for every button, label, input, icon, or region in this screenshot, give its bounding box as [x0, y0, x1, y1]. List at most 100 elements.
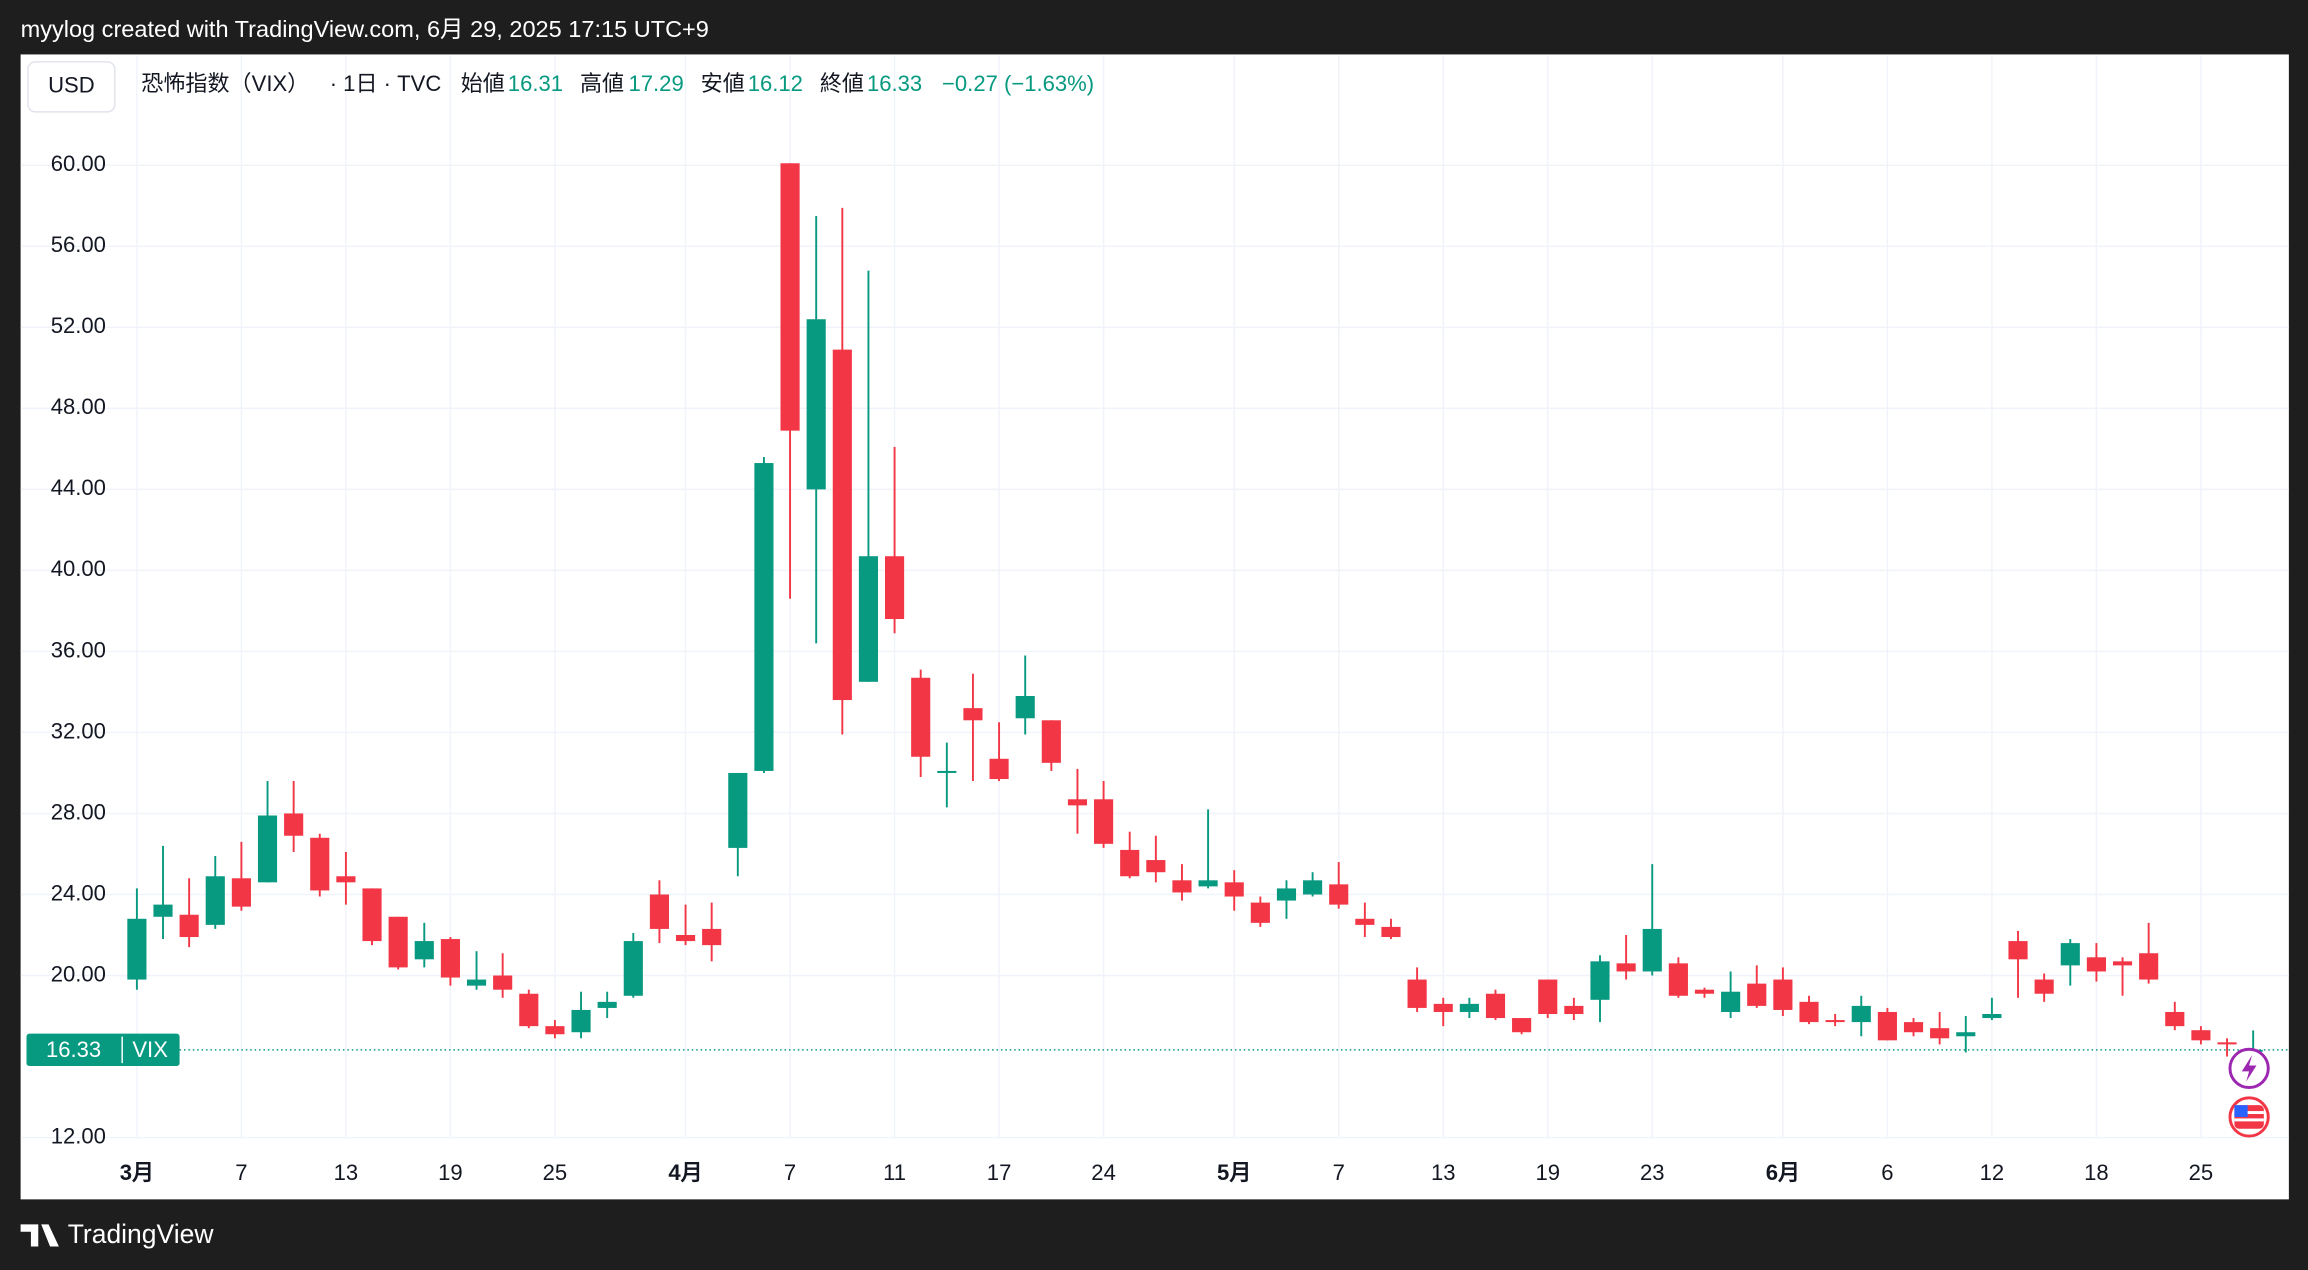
- candle-body: [545, 1026, 565, 1035]
- chart-panel: [20, 54, 2289, 1200]
- x-tick-label: 17: [987, 1160, 1012, 1185]
- candle-body: [1930, 1028, 1950, 1039]
- y-tick-label: 28.00: [51, 799, 106, 824]
- candle-body: [571, 1009, 591, 1033]
- candle-body: [1590, 961, 1610, 1000]
- candle-body: [1407, 979, 1427, 1008]
- candle-body: [2008, 941, 2028, 960]
- candle-body: [1721, 991, 1741, 1012]
- candles: [127, 163, 2263, 1057]
- candle-body: [858, 556, 879, 682]
- symbol: 恐怖指数（VIX）: [141, 71, 309, 96]
- y-tick-label: 48.00: [51, 394, 106, 419]
- candle-body: [1668, 963, 1688, 996]
- open-value: 16.31: [508, 71, 563, 96]
- x-tick-label: 5月: [1217, 1160, 1251, 1185]
- candle-body: [1956, 1032, 1976, 1037]
- candle-body: [597, 1001, 617, 1008]
- candle-body: [780, 163, 800, 431]
- x-tick-label: 3月: [120, 1160, 154, 1185]
- x-tick-label: 7: [235, 1160, 247, 1185]
- candle-body: [963, 708, 983, 721]
- x-tick-label: 19: [1535, 1160, 1560, 1185]
- candle-body: [911, 677, 931, 757]
- grid: [20, 55, 2289, 1139]
- low-value: 16.12: [748, 71, 803, 96]
- candle-body: [1877, 1011, 1897, 1041]
- candle-body: [1851, 1005, 1871, 1023]
- candle-body: [832, 349, 852, 701]
- close-label: 終値: [820, 71, 864, 96]
- candle-body: [649, 894, 669, 929]
- candle-body: [257, 815, 278, 883]
- candle-body: [1459, 1003, 1479, 1012]
- x-tick-label: 7: [1333, 1160, 1345, 1185]
- candle-body: [754, 463, 774, 771]
- candle-body: [1485, 993, 1506, 1019]
- y-tick-label: 60.00: [51, 151, 106, 176]
- candle-body: [2112, 961, 2133, 966]
- x-tick-label: 12: [1980, 1160, 2005, 1185]
- candle-body: [1172, 880, 1192, 893]
- brand: TradingView: [68, 1219, 215, 1249]
- candle-body: [1747, 983, 1767, 1006]
- change: −0.27 (−1.63%): [942, 71, 1094, 96]
- flag-stripe: [2234, 1111, 2264, 1115]
- candle-body: [310, 837, 330, 891]
- price-tag: 16.33 VIX: [26, 1033, 2289, 1067]
- y-tick-label: 40.00: [51, 556, 106, 581]
- candle-body: [728, 772, 748, 848]
- candle-body: [2034, 979, 2054, 994]
- candle-body: [440, 939, 460, 978]
- candle-body: [1303, 880, 1323, 895]
- y-tick-label: 24.00: [51, 880, 106, 905]
- candle-body: [1799, 1001, 1819, 1023]
- x-tick-label: 6: [1881, 1160, 1893, 1185]
- candle-body: [1067, 799, 1088, 806]
- x-tick-label: 11: [883, 1160, 906, 1185]
- candle-body: [1094, 799, 1114, 844]
- candle-body: [1250, 902, 1270, 923]
- candle-body: [388, 916, 408, 968]
- candle-body: [675, 935, 696, 942]
- candle-body: [519, 993, 539, 1027]
- axis-labels: 12.00 20.00 24.00 28.00 32.00 36.00 40.00 44.00…: [51, 151, 2213, 1185]
- close-value: 16.33: [867, 71, 922, 96]
- y-tick-label: 32.00: [51, 718, 106, 743]
- candle-body: [414, 941, 434, 960]
- candle-body: [885, 556, 905, 620]
- y-tick-label: 20.00: [51, 961, 106, 986]
- candle-body: [2060, 943, 2080, 966]
- y-tick-label: 36.00: [51, 637, 106, 662]
- candle-body: [2165, 1011, 2185, 1027]
- x-tick-label: 4月: [668, 1160, 702, 1185]
- candle-body: [205, 876, 225, 925]
- x-tick-label: 7: [784, 1160, 796, 1185]
- candle-body: [153, 904, 173, 917]
- candle-body: [989, 758, 1009, 780]
- x-tick-label: 6月: [1766, 1160, 1800, 1185]
- x-tick-label: 25: [543, 1160, 568, 1185]
- candle-body: [1616, 963, 1636, 972]
- candle-body: [1146, 860, 1166, 873]
- currency-button[interactable]: [27, 61, 116, 113]
- candle-body: [2086, 957, 2106, 972]
- candle-body: [362, 888, 382, 942]
- candle-body: [1433, 1003, 1453, 1012]
- candle-body: [1694, 989, 1715, 994]
- open-label: 始値: [461, 71, 505, 96]
- candle-body: [1538, 979, 1558, 1014]
- candle-body: [1015, 695, 1035, 719]
- candle-body: [179, 914, 199, 938]
- currency[interactable]: USD: [48, 73, 95, 98]
- candle-body: [1276, 888, 1297, 901]
- last-price-box: [26, 1033, 180, 1067]
- candle-body: [1041, 720, 1061, 763]
- candle-body: [1642, 928, 1662, 972]
- candle-body: [2139, 953, 2159, 980]
- high-label: 高値: [580, 71, 624, 96]
- y-tick-label: 52.00: [51, 313, 106, 338]
- candle-body: [806, 319, 826, 490]
